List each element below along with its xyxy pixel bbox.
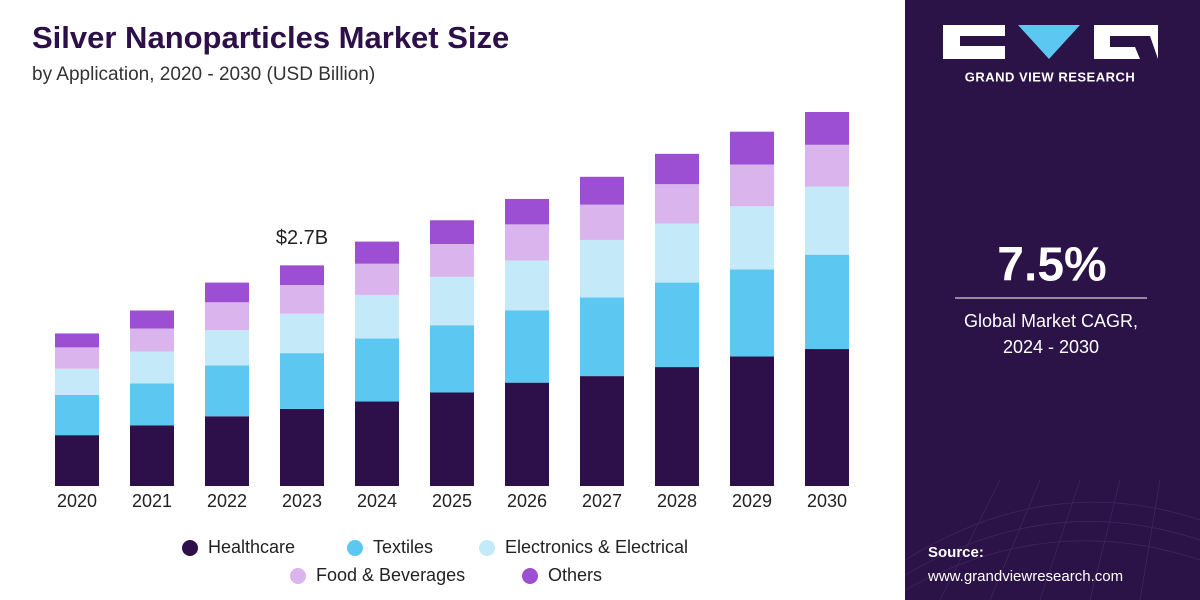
bar-segment (430, 220, 474, 245)
bar-segment (505, 382, 549, 486)
bar-segment (280, 353, 324, 409)
bar-segment (730, 164, 774, 207)
x-tick-label: 2024 (357, 491, 397, 511)
bar-segment (280, 265, 324, 286)
bar-segment (655, 223, 699, 283)
bar-segment (355, 263, 399, 295)
x-tick-label: 2020 (57, 491, 97, 511)
bar-segment (730, 269, 774, 357)
grid-pattern (904, 479, 1200, 600)
chart-title: Silver Nanoparticles Market Size (32, 20, 509, 55)
brand: GRAND VIEW RESEARCH (965, 69, 1136, 84)
bar-segment (130, 425, 174, 486)
bar-segment (430, 325, 474, 393)
bar-segment (730, 131, 774, 165)
bar-segment (505, 260, 549, 311)
bar-segment (130, 310, 174, 329)
legend-label: Others (548, 565, 602, 585)
bar-segment (130, 383, 174, 426)
bar-segment (55, 333, 99, 348)
bar-segment (805, 112, 849, 145)
bar-segment (730, 206, 774, 270)
bar-segment (580, 204, 624, 240)
x-tick-label: 2026 (507, 491, 547, 511)
bar-segment (355, 401, 399, 486)
legend-swatch (290, 568, 306, 584)
bar-segment (205, 416, 249, 486)
cagr-caption: 2024 - 2030 (1003, 337, 1099, 357)
bar-segment (280, 285, 324, 314)
legend-label: Textiles (373, 537, 433, 557)
bar-segment (505, 224, 549, 261)
bar-segment (205, 330, 249, 366)
bar-segment (730, 356, 774, 486)
bar-segment (55, 347, 99, 369)
bar-segment (55, 368, 99, 395)
bar-segment (430, 244, 474, 277)
bar-segment (280, 313, 324, 354)
bar-segment (55, 394, 99, 436)
bar-segment (355, 338, 399, 402)
bar-segment (130, 351, 174, 384)
bar-segment (655, 153, 699, 185)
x-tick-label: 2027 (582, 491, 622, 511)
x-tick-label: 2025 (432, 491, 472, 511)
bar-segment (655, 282, 699, 368)
bar-segment (355, 294, 399, 339)
bar-segment (205, 302, 249, 331)
bar-segment (505, 198, 549, 225)
bar-segment (580, 239, 624, 298)
bar-segment (205, 365, 249, 417)
chart-subtitle: by Application, 2020 - 2030 (USD Billion… (32, 64, 375, 85)
cagr-caption: Global Market CAGR, (964, 311, 1138, 331)
bar-segment (205, 282, 249, 303)
bar-segment (655, 367, 699, 486)
bar-segment (805, 144, 849, 187)
bar-segment (505, 310, 549, 383)
legend-swatch (182, 540, 198, 556)
source-label: Source: (928, 544, 984, 561)
bar-segment (805, 186, 849, 255)
x-tick-label: 2021 (132, 491, 172, 511)
bar-segment (805, 254, 849, 350)
bar-segment (130, 328, 174, 352)
side-panel (905, 0, 1200, 600)
x-tick-label: 2030 (807, 491, 847, 511)
bar-segment (430, 392, 474, 486)
bar-segment (55, 435, 99, 486)
legend-label: Electronics & Electrical (505, 537, 688, 557)
bar-segment (430, 276, 474, 326)
legend-swatch (522, 568, 538, 584)
legend-swatch (347, 540, 363, 556)
bar-segment (355, 241, 399, 264)
bar-segment (580, 297, 624, 377)
logo (943, 25, 1158, 59)
bar-segment (280, 408, 324, 486)
bar-segment (805, 349, 849, 486)
legend-label: Healthcare (208, 537, 295, 557)
legend-swatch (479, 540, 495, 556)
bar-segment (580, 176, 624, 205)
x-tick-label: 2028 (657, 491, 697, 511)
bar-segment (655, 184, 699, 224)
bar-segment (580, 376, 624, 486)
x-tick-label: 2029 (732, 491, 772, 511)
x-tick-label: 2023 (282, 491, 322, 511)
legend-label: Food & Beverages (316, 565, 465, 585)
x-tick-label: 2022 (207, 491, 247, 511)
annotation: $2.7B (276, 227, 328, 249)
source-url: www.grandviewresearch.com (927, 568, 1123, 585)
cagr-value: 7.5% (997, 239, 1106, 292)
